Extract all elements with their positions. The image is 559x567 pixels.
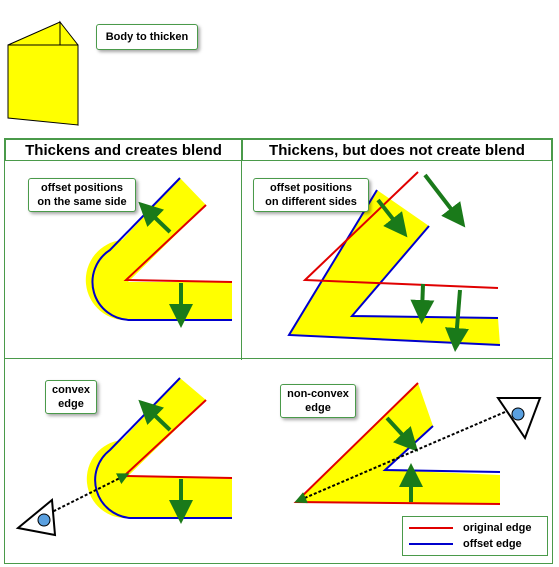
header-no-blend: Thickens, but does not create blend xyxy=(242,139,552,161)
convex-shape xyxy=(39,377,233,524)
frame xyxy=(4,138,553,564)
legend-original: original edge xyxy=(409,520,541,536)
nonconvex-shape xyxy=(293,382,506,505)
convex-line2: edge xyxy=(58,398,84,410)
legend-original-label: original edge xyxy=(463,522,532,534)
no-blend-shape-top xyxy=(287,171,501,352)
frame-horizontal-divider xyxy=(4,358,552,359)
different-sides-line1: offset positions xyxy=(270,182,352,194)
header-creates-blend: Thickens and creates blend xyxy=(5,139,242,161)
legend-offset-swatch xyxy=(409,543,453,545)
different-sides-label: offset positions on different sides xyxy=(253,178,369,212)
same-side-line1: offset positions xyxy=(41,182,123,194)
legend-offset-label: offset edge xyxy=(463,538,522,550)
legend-original-swatch xyxy=(409,527,453,529)
eye-icon xyxy=(15,498,57,537)
blend-shape-top xyxy=(85,177,233,328)
legend-offset: offset edge xyxy=(409,536,541,552)
body-to-thicken-label: Body to thicken xyxy=(96,24,198,50)
eye-icon xyxy=(496,397,542,441)
same-side-label: offset positions on the same side xyxy=(28,178,136,212)
different-sides-line2: on different sides xyxy=(265,196,357,208)
same-side-line2: on the same side xyxy=(37,196,127,208)
nonconvex-line1: non-convex xyxy=(287,388,349,400)
convex-line1: convex xyxy=(52,384,90,396)
convex-edge-label: convex edge xyxy=(45,380,97,414)
nonconvex-line2: edge xyxy=(305,402,331,414)
nonconvex-edge-label: non-convex edge xyxy=(280,384,356,418)
legend: original edge offset edge xyxy=(402,516,548,556)
frame-vertical-divider xyxy=(241,138,242,360)
